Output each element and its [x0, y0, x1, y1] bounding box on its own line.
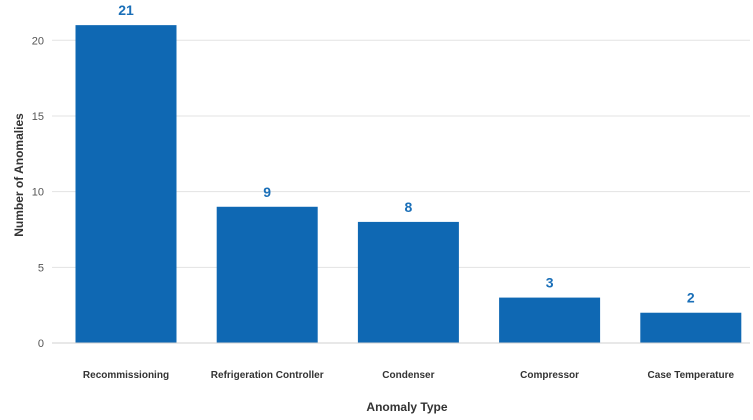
- axis-layer: 0 5 10 15 20 Recommissioning Refrigeration Con…: [32, 35, 750, 381]
- x-tick-label: Compressor: [520, 370, 579, 381]
- x-tick-label: Refrigeration Controller: [211, 370, 324, 381]
- y-tick-label: 10: [32, 187, 44, 199]
- bar-layer: [75, 25, 742, 344]
- y-tick-label: 0: [38, 338, 44, 350]
- y-tick-label: 20: [32, 35, 44, 47]
- data-label: 9: [263, 184, 271, 200]
- data-label: 8: [405, 199, 413, 215]
- y-axis-title: Number of Anomalies: [12, 113, 26, 237]
- data-label: 21: [118, 2, 134, 18]
- label-layer: 21 9 8 3 2: [118, 2, 695, 306]
- y-tick-label: 5: [38, 262, 44, 274]
- x-axis-title: Anomaly Type: [366, 400, 447, 414]
- bar: [499, 297, 601, 343]
- x-tick-label: Condenser: [382, 370, 434, 381]
- bar: [357, 221, 459, 343]
- x-tick-label: Case Temperature: [648, 370, 735, 381]
- bar: [640, 312, 742, 343]
- data-label: 2: [687, 290, 695, 306]
- bar: [75, 25, 177, 344]
- x-tick-label: Recommissioning: [83, 370, 169, 381]
- bar: [216, 206, 318, 343]
- y-tick-label: 15: [32, 111, 44, 123]
- data-label: 3: [546, 275, 554, 291]
